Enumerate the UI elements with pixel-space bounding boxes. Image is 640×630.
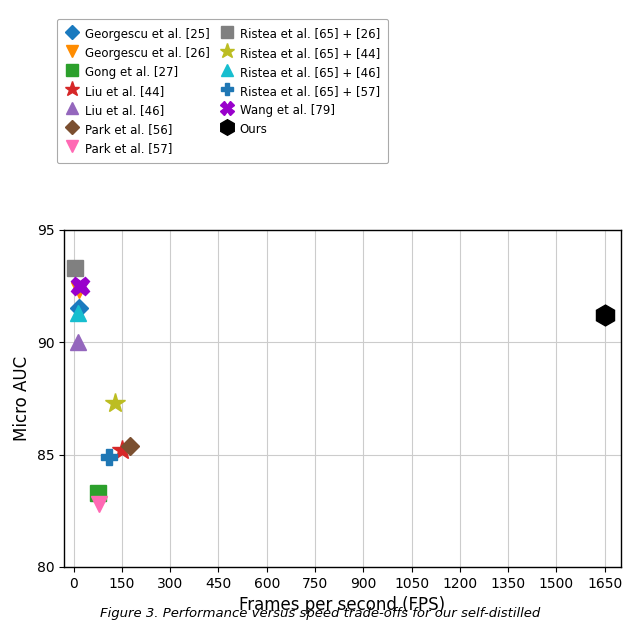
Y-axis label: Micro AUC: Micro AUC <box>13 356 31 441</box>
X-axis label: Frames per second (FPS): Frames per second (FPS) <box>239 596 445 614</box>
Text: Figure 3. Performance versus speed trade-offs for our self-distilled: Figure 3. Performance versus speed trade… <box>100 607 540 621</box>
Legend: Georgescu et al. [25], Georgescu et al. [26], Gong et al. [27], Liu et al. [44],: Georgescu et al. [25], Georgescu et al. … <box>57 18 388 163</box>
